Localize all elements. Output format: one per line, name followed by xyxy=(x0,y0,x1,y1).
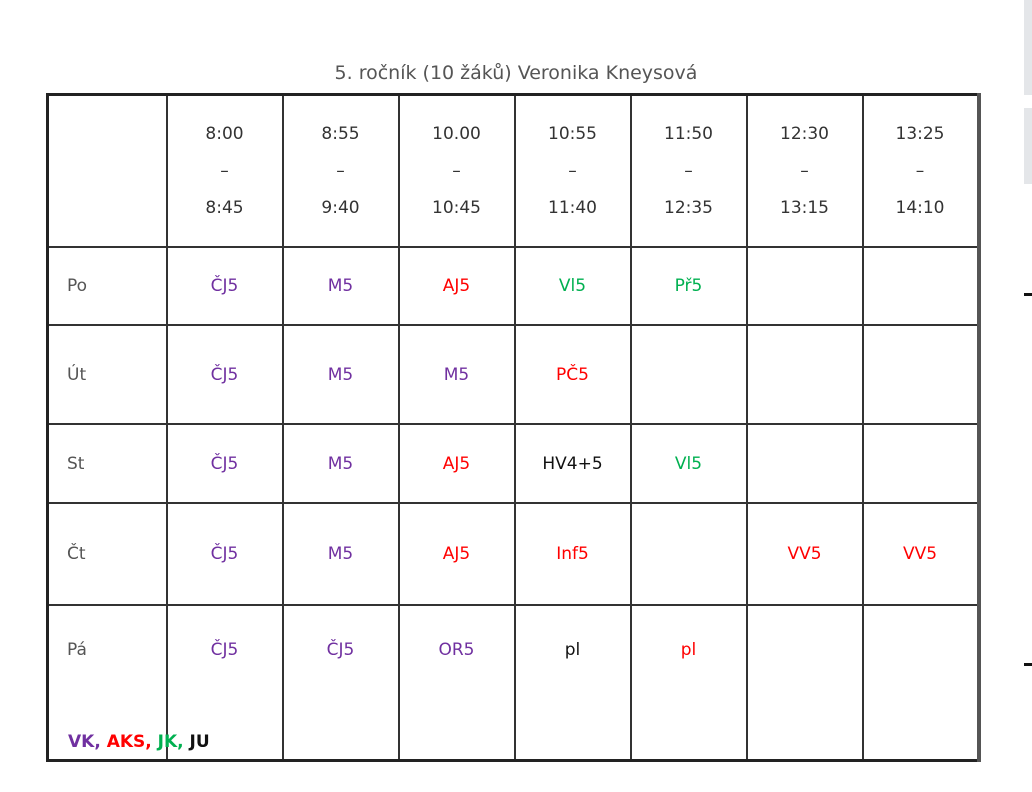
lesson-cell xyxy=(745,246,864,326)
time-text: 12:30 xyxy=(780,123,829,144)
table-row: Út ČJ5 M5 M5 PČ5 xyxy=(46,324,980,425)
lesson-cell xyxy=(629,502,748,606)
lesson-cell xyxy=(745,324,864,425)
time-text: – xyxy=(220,160,229,181)
lesson-cell: pl xyxy=(513,604,632,762)
lesson-cell: M5 xyxy=(397,324,516,425)
time-text: 10:45 xyxy=(432,197,481,218)
side-panel-fragment xyxy=(1024,108,1032,184)
time-text: 13:15 xyxy=(780,197,829,218)
table-row: Po ČJ5 M5 AJ5 Vl5 Př5 xyxy=(46,246,980,326)
lesson-cell: OR5 xyxy=(397,604,516,762)
time-header: 8:00 – 8:45 xyxy=(165,93,284,248)
legend-item: JK, xyxy=(157,732,190,752)
table-row: Čt ČJ5 M5 AJ5 Inf5 VV5 VV5 xyxy=(46,502,980,606)
day-cell: Čt xyxy=(46,502,168,606)
legend-item: JU xyxy=(189,732,210,752)
day-cell: Út xyxy=(46,324,168,425)
time-text: 13:25 xyxy=(895,123,945,144)
lesson-cell: M5 xyxy=(281,246,400,326)
time-text: – xyxy=(684,160,693,181)
time-header: 12:30 – 13:15 xyxy=(745,93,864,248)
time-header: 13:25 – 14:10 xyxy=(861,93,980,248)
lesson-cell: ČJ5 xyxy=(165,502,284,606)
lesson-cell xyxy=(861,324,980,425)
time-text: – xyxy=(800,160,809,181)
lesson-cell: M5 xyxy=(281,502,400,606)
time-text: – xyxy=(452,160,461,181)
day-cell: Pá xyxy=(46,604,168,762)
corner-cell xyxy=(46,93,168,248)
lesson-cell: Př5 xyxy=(629,246,748,326)
lesson-cell: VV5 xyxy=(861,502,980,606)
timetable-title: 5. ročník (10 žáků) Veronika Kneysová xyxy=(0,62,1032,84)
table-row: St ČJ5 M5 AJ5 HV4+5 Vl5 xyxy=(46,423,980,504)
time-text: 9:40 xyxy=(321,197,360,218)
time-text: 11:40 xyxy=(548,197,597,218)
time-text: – xyxy=(915,160,925,181)
title-text: 5. ročník (10 žáků) Veronika Kneysová xyxy=(334,62,698,84)
day-cell: St xyxy=(46,423,168,504)
legend-item: AKS, xyxy=(106,732,158,752)
time-header: 11:50 – 12:35 xyxy=(629,93,748,248)
lesson-cell: PČ5 xyxy=(513,324,632,425)
lesson-cell xyxy=(861,604,980,762)
lesson-cell: VV5 xyxy=(745,502,864,606)
lesson-cell: AJ5 xyxy=(397,502,516,606)
teacher-legend: VK, AKS, JK, JU xyxy=(68,732,210,752)
time-text: 10:55 xyxy=(548,123,597,144)
lesson-cell: M5 xyxy=(281,324,400,425)
lesson-cell: ČJ5 xyxy=(165,324,284,425)
lesson-cell: M5 xyxy=(281,423,400,504)
time-text: 8:55 xyxy=(321,123,360,144)
lesson-cell: ČJ5 xyxy=(165,246,284,326)
lesson-cell: AJ5 xyxy=(397,423,516,504)
lesson-cell: AJ5 xyxy=(397,246,516,326)
table-row: Pá ČJ5 ČJ5 OR5 pl pl xyxy=(46,604,980,762)
day-cell: Po xyxy=(46,246,168,326)
time-text: – xyxy=(336,160,345,181)
time-text: 12:35 xyxy=(664,197,713,218)
lesson-cell: Vl5 xyxy=(629,423,748,504)
lesson-cell: HV4+5 xyxy=(513,423,632,504)
lesson-cell: ČJ5 xyxy=(165,604,284,762)
legend-item: VK, xyxy=(68,732,107,752)
lesson-cell xyxy=(629,324,748,425)
lesson-cell xyxy=(861,246,980,326)
time-text: 10.00 xyxy=(432,123,481,144)
lesson-cell xyxy=(861,423,980,504)
side-line-fragment xyxy=(1024,663,1032,666)
time-text: 14:10 xyxy=(895,197,945,218)
side-line-fragment xyxy=(1024,293,1032,296)
time-text: 11:50 xyxy=(664,123,713,144)
timetable: 8:00 – 8:45 8:55 – 9:40 10.00 – 10:45 10:55 – 11:40… xyxy=(46,93,981,762)
lesson-cell: pl xyxy=(629,604,748,762)
lesson-cell: Inf5 xyxy=(513,502,632,606)
time-header: 10.00 – 10:45 xyxy=(397,93,516,248)
time-header: 8:55 – 9:40 xyxy=(281,93,400,248)
lesson-cell xyxy=(745,423,864,504)
time-text: – xyxy=(568,160,577,181)
time-header: 10:55 – 11:40 xyxy=(513,93,632,248)
time-text: 8:45 xyxy=(205,197,244,218)
lesson-cell: ČJ5 xyxy=(281,604,400,762)
lesson-cell xyxy=(745,604,864,762)
lesson-cell: ČJ5 xyxy=(165,423,284,504)
header-row: 8:00 – 8:45 8:55 – 9:40 10.00 – 10:45 10:55 – 11:40… xyxy=(46,93,980,248)
time-text: 8:00 xyxy=(205,123,244,144)
side-panel-fragment xyxy=(1024,0,1032,95)
lesson-cell: Vl5 xyxy=(513,246,632,326)
